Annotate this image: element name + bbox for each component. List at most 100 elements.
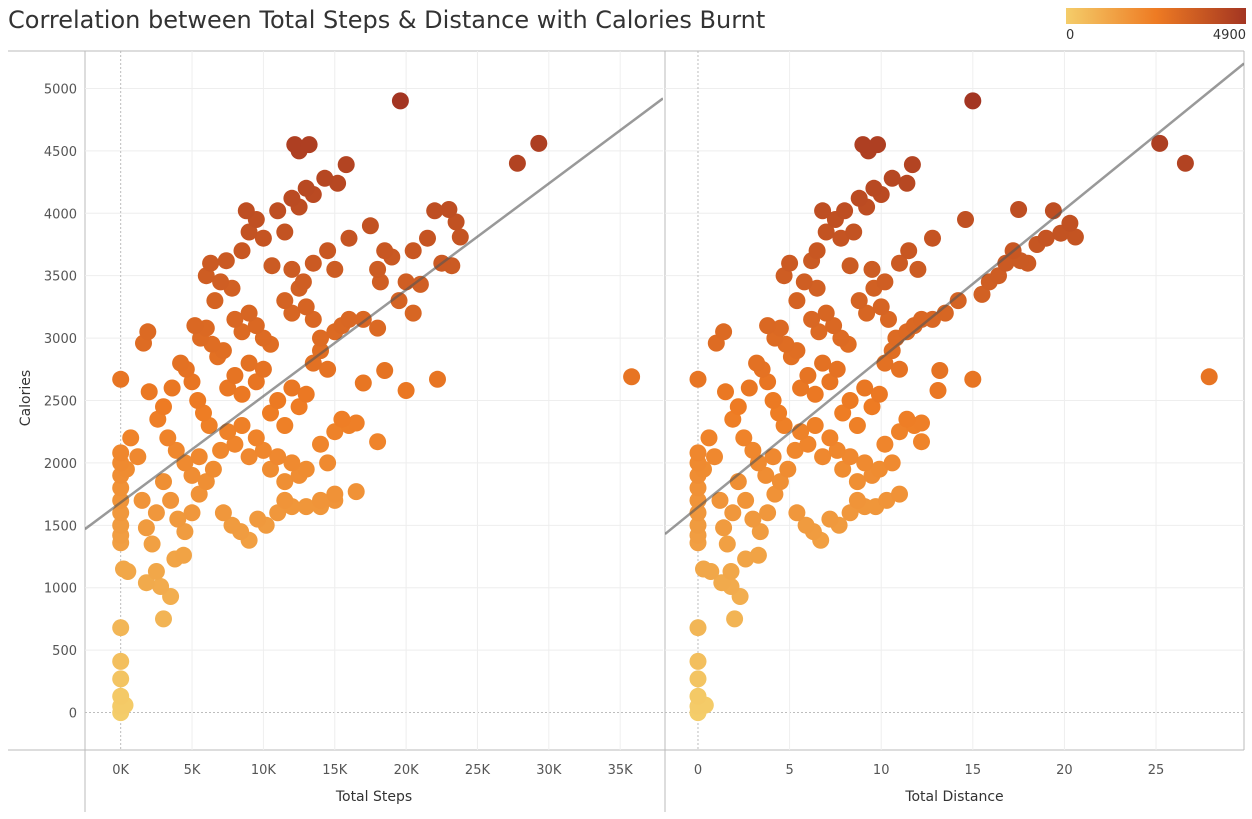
data-point [929,382,947,399]
x-tick-label: 5 [785,763,793,778]
data-point [176,523,194,541]
data-point [304,310,322,328]
data-point [397,382,415,399]
data-point [263,257,281,275]
data-point [269,448,287,466]
data-point [451,228,469,246]
data-point [233,242,251,260]
y-tick-label: 500 [52,644,77,659]
data-point [848,491,866,509]
data-point [269,504,287,522]
data-point [147,563,165,580]
data-point [744,510,762,528]
data-point [237,202,255,220]
data-point [749,546,767,564]
data-point [276,491,294,509]
data-point [832,329,850,347]
data-point [316,169,334,187]
trend-line [85,97,663,531]
data-point [162,491,180,509]
data-point [689,670,707,688]
data-point [964,92,982,110]
data-point [1010,201,1028,218]
data-point [876,435,894,453]
data-point [159,429,177,447]
data-point [190,448,208,466]
data-point [190,485,208,503]
data-points [112,92,1218,722]
data-point [326,423,344,441]
data-point [973,285,991,303]
data-point [865,179,883,197]
data-point [814,354,832,372]
data-point [786,441,804,459]
x-axis-label: Total Steps [335,789,412,805]
data-point [792,423,810,441]
data-point [817,304,835,322]
color-legend-gradient [1066,8,1246,24]
y-tick-label: 2000 [44,457,77,472]
data-point [226,310,244,328]
data-point [695,560,712,578]
panel-points [112,92,641,722]
data-point [814,202,832,220]
data-point [254,329,272,347]
data-point [223,516,241,534]
data-point [226,367,244,384]
data-point [167,441,185,459]
data-point [254,441,272,459]
data-point [283,260,301,278]
data-point [276,223,294,241]
data-point [440,201,458,218]
data-point [155,473,172,491]
data-point [748,354,766,372]
data-point [891,254,908,272]
data-point [990,267,1007,285]
data-point [297,179,315,197]
data-point [276,292,294,310]
data-point [204,460,222,478]
data-point [850,292,868,310]
data-point [112,652,130,670]
data-point [283,379,301,397]
data-point [112,370,130,388]
data-point [391,92,409,110]
data-point [779,460,797,478]
data-point [155,610,172,628]
axes: 0 500 1000 1500 2000 2500 3000 3500 4000 4500 5000… [44,82,1164,805]
data-point [189,392,207,409]
data-point [876,273,894,291]
data-point [757,466,775,484]
data-point [863,260,881,278]
data-point [834,404,852,422]
x-tick-label: 0K [112,763,129,778]
data-point [276,473,294,491]
data-point [304,354,322,372]
data-point [137,574,155,592]
data-point [369,260,387,278]
data-point [808,279,826,297]
data-point [319,454,337,472]
x-tick-label: 30K [536,763,562,778]
data-point [810,323,828,341]
data-point [623,368,641,386]
data-point [689,504,707,522]
data-point [233,417,251,434]
data-point [376,362,394,379]
data-point [247,317,265,335]
data-point [832,229,850,247]
data-point [286,136,304,154]
data-point [828,360,846,378]
data-point [891,360,908,378]
data-point [361,217,379,235]
data-point [329,174,347,192]
data-point [870,385,888,403]
data-point [212,273,230,291]
data-point [880,310,897,328]
data-point [214,504,232,522]
data-point [803,310,821,328]
y-tick-label: 0 [69,707,77,722]
data-point [856,379,874,397]
data-point [297,298,315,316]
data-point [825,317,843,335]
